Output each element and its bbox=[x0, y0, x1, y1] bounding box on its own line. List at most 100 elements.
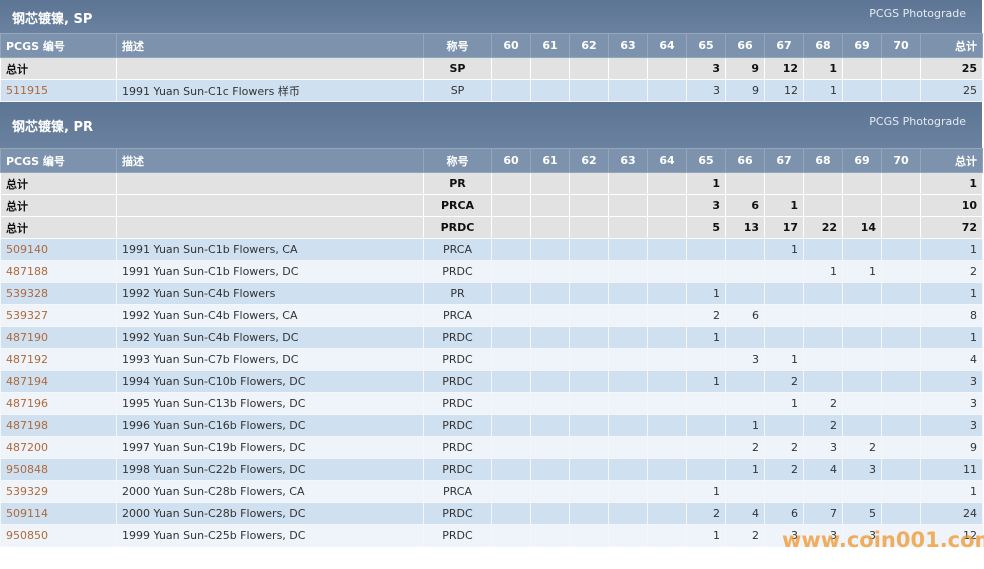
grade-count bbox=[491, 414, 531, 437]
grade-count: 3 bbox=[842, 458, 882, 481]
grade-count bbox=[881, 524, 921, 547]
grade-count: 1 bbox=[803, 260, 843, 283]
designation: PRDC bbox=[423, 436, 492, 459]
pcgs-number-link[interactable]: 950850 bbox=[6, 529, 48, 542]
pcgs-number-link[interactable]: 487196 bbox=[6, 397, 48, 410]
grade-count bbox=[530, 79, 570, 102]
description-text: 1993 Yuan Sun-C7b Flowers, DC bbox=[122, 353, 299, 366]
grade-count bbox=[608, 370, 648, 393]
pcgs-number-link[interactable]: 487194 bbox=[6, 375, 48, 388]
grade-count-value: 1 bbox=[829, 62, 837, 75]
grade-count-value: 3 bbox=[791, 529, 798, 542]
grade-count bbox=[491, 326, 531, 349]
header-row: PCGS 编号 描述 称号 60 61 62 63 64 65 66 67 68 69 70 总计 bbox=[0, 33, 983, 58]
pcgs-number-link[interactable]: 539329 bbox=[6, 485, 48, 498]
grade-count-value: 1 bbox=[830, 265, 837, 278]
pcgs-number-link[interactable]: 511915 bbox=[6, 84, 48, 97]
row-total: 72 bbox=[920, 216, 983, 239]
grade-count bbox=[608, 502, 648, 525]
population-report: 钢芯镀镍, SP PCGS Photograde PCGS 编号 描述 称号 60 61 62… bbox=[0, 0, 983, 547]
grade-count-value: 2 bbox=[713, 507, 720, 520]
row-total: 3 bbox=[920, 414, 983, 437]
column-header: 67 bbox=[764, 33, 804, 58]
grade-count-value: 2 bbox=[830, 397, 837, 410]
grade-count: 4 bbox=[803, 458, 843, 481]
grade-count: 13 bbox=[725, 216, 765, 239]
grade-count: 1 bbox=[686, 480, 726, 503]
pcgs-number-link[interactable]: 487190 bbox=[6, 331, 48, 344]
grade-count bbox=[569, 458, 609, 481]
description-text: 1991 Yuan Sun-C1b Flowers, CA bbox=[122, 243, 298, 256]
grade-count bbox=[608, 304, 648, 327]
grade-count bbox=[881, 436, 921, 459]
grade-count bbox=[491, 194, 531, 217]
grade-count bbox=[491, 282, 531, 305]
grade-count bbox=[530, 458, 570, 481]
grade-count bbox=[569, 216, 609, 239]
grade-count bbox=[764, 172, 804, 195]
grade-count-value: 2 bbox=[869, 441, 876, 454]
pcgs-number-cell: 总计 bbox=[0, 57, 117, 80]
pcgs-number-link[interactable]: 487198 bbox=[6, 419, 48, 432]
grade-count bbox=[803, 326, 843, 349]
grade-count-value: 1 bbox=[713, 287, 720, 300]
pcgs-number-link[interactable]: 950848 bbox=[6, 463, 48, 476]
grade-count bbox=[530, 172, 570, 195]
grade-count bbox=[530, 282, 570, 305]
grade-count bbox=[491, 524, 531, 547]
pcgs-number-cell: 487192 bbox=[0, 348, 117, 371]
grade-count bbox=[647, 414, 687, 437]
description-text: 1991 Yuan Sun-C1b Flowers, DC bbox=[122, 265, 299, 278]
coin-row: 487192 1993 Yuan Sun-C7b Flowers, DC PRDC 3… bbox=[0, 348, 983, 371]
grade-count-value: 2 bbox=[791, 441, 798, 454]
pcgs-number-link[interactable]: 539328 bbox=[6, 287, 48, 300]
grade-count bbox=[608, 79, 648, 102]
designation: PR bbox=[423, 282, 492, 305]
pcgs-number-cell: 487188 bbox=[0, 260, 117, 283]
grade-count bbox=[569, 436, 609, 459]
pcgs-number-cell: 487194 bbox=[0, 370, 117, 393]
row-total: 24 bbox=[920, 502, 983, 525]
pcgs-number-link[interactable]: 487200 bbox=[6, 441, 48, 454]
description bbox=[116, 216, 424, 239]
grade-count bbox=[569, 194, 609, 217]
grade-count bbox=[647, 326, 687, 349]
grade-count: 2 bbox=[725, 436, 765, 459]
description-text: 1992 Yuan Sun-C4b Flowers, CA bbox=[122, 309, 298, 322]
grade-count bbox=[881, 57, 921, 80]
grade-count bbox=[842, 172, 882, 195]
grade-count bbox=[725, 172, 765, 195]
designation: PRDC bbox=[423, 348, 492, 371]
pcgs-number-link[interactable]: 539327 bbox=[6, 309, 48, 322]
grade-count-value: 6 bbox=[751, 199, 759, 212]
column-header: 69 bbox=[842, 148, 882, 173]
total-label: 总计 bbox=[6, 177, 28, 191]
grade-count bbox=[530, 392, 570, 415]
description: 1997 Yuan Sun-C19b Flowers, DC bbox=[116, 436, 424, 459]
grade-count: 2 bbox=[842, 436, 882, 459]
pcgs-number-link[interactable]: 509140 bbox=[6, 243, 48, 256]
coin-row: 539327 1992 Yuan Sun-C4b Flowers, CA PRCA 2… bbox=[0, 304, 983, 327]
grade-count bbox=[569, 238, 609, 261]
pcgs-number-link[interactable]: 487188 bbox=[6, 265, 48, 278]
pcgs-number-link[interactable]: 487192 bbox=[6, 353, 48, 366]
description: 1991 Yuan Sun-C1b Flowers, CA bbox=[116, 238, 424, 261]
column-header: 描述 bbox=[116, 33, 424, 58]
grade-count-value: 3 bbox=[830, 529, 837, 542]
pcgs-number-link[interactable]: 509114 bbox=[6, 507, 48, 520]
grade-count-value: 2 bbox=[752, 441, 759, 454]
grade-count bbox=[842, 480, 882, 503]
description bbox=[116, 57, 424, 80]
designation: PRDC bbox=[423, 216, 492, 239]
grade-count bbox=[569, 172, 609, 195]
grade-count bbox=[647, 216, 687, 239]
column-header: 描述 bbox=[116, 148, 424, 173]
row-total: 11 bbox=[920, 458, 983, 481]
grade-count bbox=[569, 348, 609, 371]
grade-count bbox=[881, 370, 921, 393]
grade-count bbox=[842, 282, 882, 305]
column-header: 64 bbox=[647, 33, 687, 58]
description-text: 1995 Yuan Sun-C13b Flowers, DC bbox=[122, 397, 306, 410]
grade-count: 2 bbox=[725, 524, 765, 547]
row-total: 12 bbox=[920, 524, 983, 547]
